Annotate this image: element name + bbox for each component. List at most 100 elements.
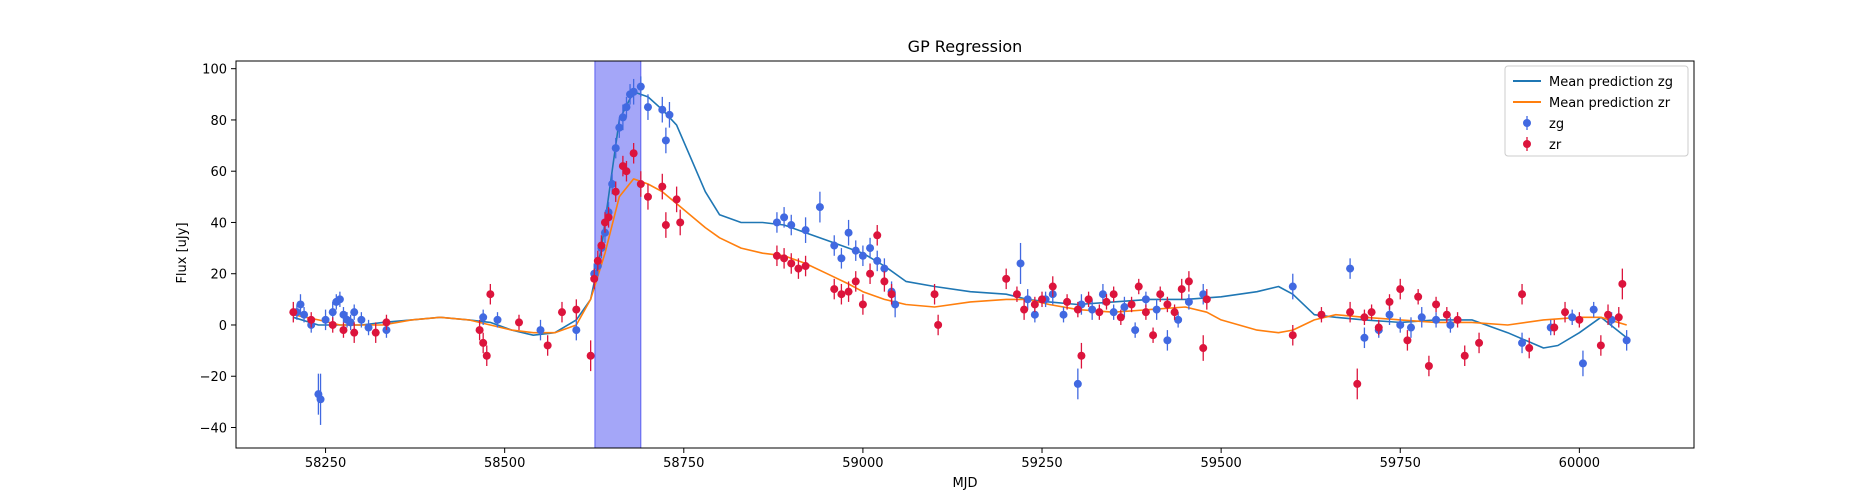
data-point — [1406, 323, 1415, 332]
data-point — [880, 264, 889, 273]
data-point — [830, 241, 839, 250]
legend-item-zg: zg — [1523, 116, 1564, 132]
data-point — [300, 310, 309, 319]
x-tick-label: 58250 — [305, 456, 346, 471]
data-point — [1163, 300, 1172, 309]
data-point — [615, 123, 624, 132]
data-point — [1396, 285, 1405, 294]
data-point — [658, 105, 667, 114]
data-point — [676, 218, 685, 227]
data-point — [536, 326, 545, 335]
y-tick-label: 100 — [202, 63, 227, 78]
data-point — [1149, 331, 1158, 340]
data-point — [371, 328, 380, 337]
data-point — [1199, 344, 1208, 353]
chart-title: GP Regression — [908, 37, 1023, 56]
data-point — [858, 251, 867, 260]
data-point — [866, 269, 875, 278]
data-point — [851, 277, 860, 286]
data-point — [844, 228, 853, 237]
data-point — [1016, 259, 1025, 268]
data-point — [289, 308, 298, 317]
data-point — [296, 300, 305, 309]
y-tick-label: 20 — [210, 268, 227, 283]
data-point — [597, 241, 606, 250]
legend-label: zg — [1549, 117, 1564, 132]
x-tick-label: 60000 — [1559, 456, 1600, 471]
data-point — [1353, 379, 1362, 388]
data-point — [1131, 326, 1140, 335]
data-point — [787, 221, 796, 230]
data-point — [1170, 308, 1179, 317]
mean-line-zg — [293, 91, 1628, 349]
data-point — [1424, 361, 1433, 370]
y-tick-label: 0 — [219, 319, 227, 334]
data-point — [572, 326, 581, 335]
data-point — [1088, 305, 1097, 314]
data-point — [629, 87, 638, 96]
data-point — [1063, 297, 1072, 306]
x-tick-label: 58750 — [663, 456, 704, 471]
data-point — [1618, 279, 1627, 288]
legend-item-zr: zr — [1523, 137, 1562, 153]
data-point — [934, 320, 943, 329]
data-point — [837, 290, 846, 299]
data-point — [1038, 295, 1047, 304]
y-tick-label: 60 — [210, 165, 227, 180]
data-point — [307, 315, 316, 324]
data-point — [851, 246, 860, 255]
data-point — [350, 308, 359, 317]
data-point — [1020, 305, 1029, 314]
data-point — [1030, 300, 1039, 309]
data-point — [772, 218, 781, 227]
data-point — [780, 254, 789, 263]
data-point — [636, 180, 645, 189]
data-point — [1360, 313, 1369, 322]
legend: Mean prediction zg Mean prediction zr zg zr — [1504, 65, 1689, 157]
data-point — [1127, 300, 1136, 309]
data-point — [1098, 290, 1107, 299]
series-zg — [292, 76, 1631, 425]
data-point — [801, 262, 810, 271]
data-point — [1550, 323, 1559, 332]
data-point — [658, 182, 667, 191]
data-point — [1023, 295, 1032, 304]
data-point — [346, 318, 355, 327]
data-point — [1432, 315, 1441, 324]
data-point — [335, 295, 344, 304]
y-tick-label: 80 — [210, 114, 227, 129]
data-point — [1432, 300, 1441, 309]
data-point — [593, 256, 602, 265]
data-point — [1385, 297, 1394, 306]
x-axis-label: MJD — [952, 476, 977, 491]
data-point — [1596, 341, 1605, 350]
data-point — [611, 144, 620, 153]
data-point — [479, 313, 488, 322]
data-point — [794, 264, 803, 273]
data-point — [830, 285, 839, 294]
data-point — [1475, 338, 1484, 347]
data-point — [557, 308, 566, 317]
data-point — [858, 300, 867, 309]
data-point — [1102, 297, 1111, 306]
legend-box — [1504, 65, 1689, 157]
y-axis-label: Flux [uJy] — [175, 222, 190, 283]
data-point — [1059, 310, 1068, 319]
data-point — [475, 326, 484, 335]
data-point — [586, 351, 595, 360]
x-tick-label: 59000 — [842, 456, 883, 471]
data-point — [1116, 313, 1125, 322]
data-point — [316, 395, 325, 404]
data-point — [930, 290, 939, 299]
data-point — [1084, 295, 1093, 304]
data-point — [1156, 290, 1165, 299]
data-point — [880, 277, 889, 286]
data-point — [1174, 315, 1183, 324]
data-point — [357, 315, 366, 324]
data-point — [618, 113, 627, 122]
data-point — [1077, 351, 1086, 360]
data-point — [1346, 308, 1355, 317]
x-tick-label: 58500 — [484, 456, 525, 471]
data-point — [486, 290, 495, 299]
